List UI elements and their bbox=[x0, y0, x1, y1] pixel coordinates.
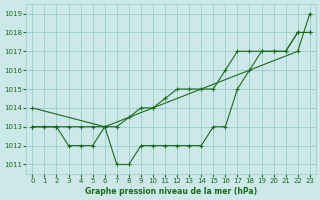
X-axis label: Graphe pression niveau de la mer (hPa): Graphe pression niveau de la mer (hPa) bbox=[85, 187, 257, 196]
